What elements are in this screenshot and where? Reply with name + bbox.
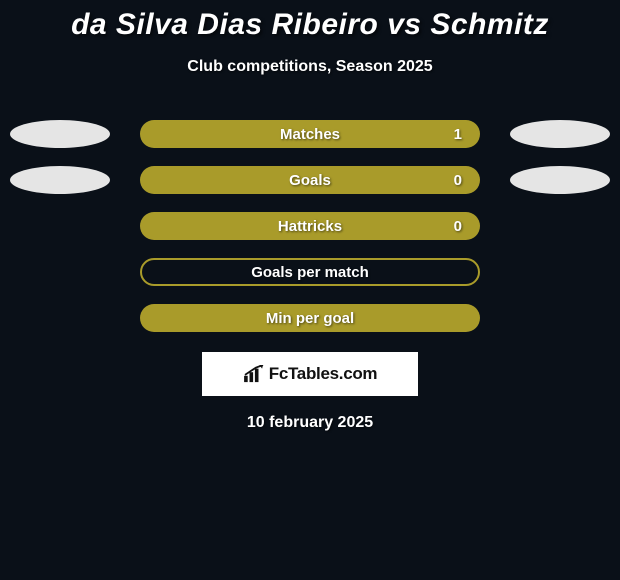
stat-bar: Goals per match [140,258,480,286]
page-subtitle: Club competitions, Season 2025 [0,58,620,76]
stat-value-right: 0 [454,172,462,189]
stat-row-goals-per-match: Goals per match [0,258,620,286]
comparison-card: da Silva Dias Ribeiro vs Schmitz Club co… [0,0,620,432]
chart-icon [243,365,265,383]
stat-label: Goals per match [251,264,369,281]
source-logo: FcTables.com [202,352,418,396]
player-left-marker [10,166,110,194]
player-right-marker [510,166,610,194]
page-title: da Silva Dias Ribeiro vs Schmitz [0,8,620,42]
stat-bar: Matches 1 [140,120,480,148]
footer-date: 10 february 2025 [0,414,620,432]
stat-label: Min per goal [266,310,354,327]
stat-row-matches: Matches 1 [0,120,620,148]
stat-label: Goals [289,172,331,189]
stat-rows: Matches 1 Goals 0 Hattricks 0 Goals per … [0,120,620,332]
stat-bar: Min per goal [140,304,480,332]
logo-text: FcTables.com [269,364,378,384]
stat-row-hattricks: Hattricks 0 [0,212,620,240]
stat-row-goals: Goals 0 [0,166,620,194]
stat-row-min-per-goal: Min per goal [0,304,620,332]
player-left-marker [10,120,110,148]
stat-label: Matches [280,126,340,143]
stat-value-right: 1 [454,126,462,143]
stat-bar: Goals 0 [140,166,480,194]
stat-value-right: 0 [454,218,462,235]
stat-bar: Hattricks 0 [140,212,480,240]
stat-label: Hattricks [278,218,342,235]
player-right-marker [510,120,610,148]
